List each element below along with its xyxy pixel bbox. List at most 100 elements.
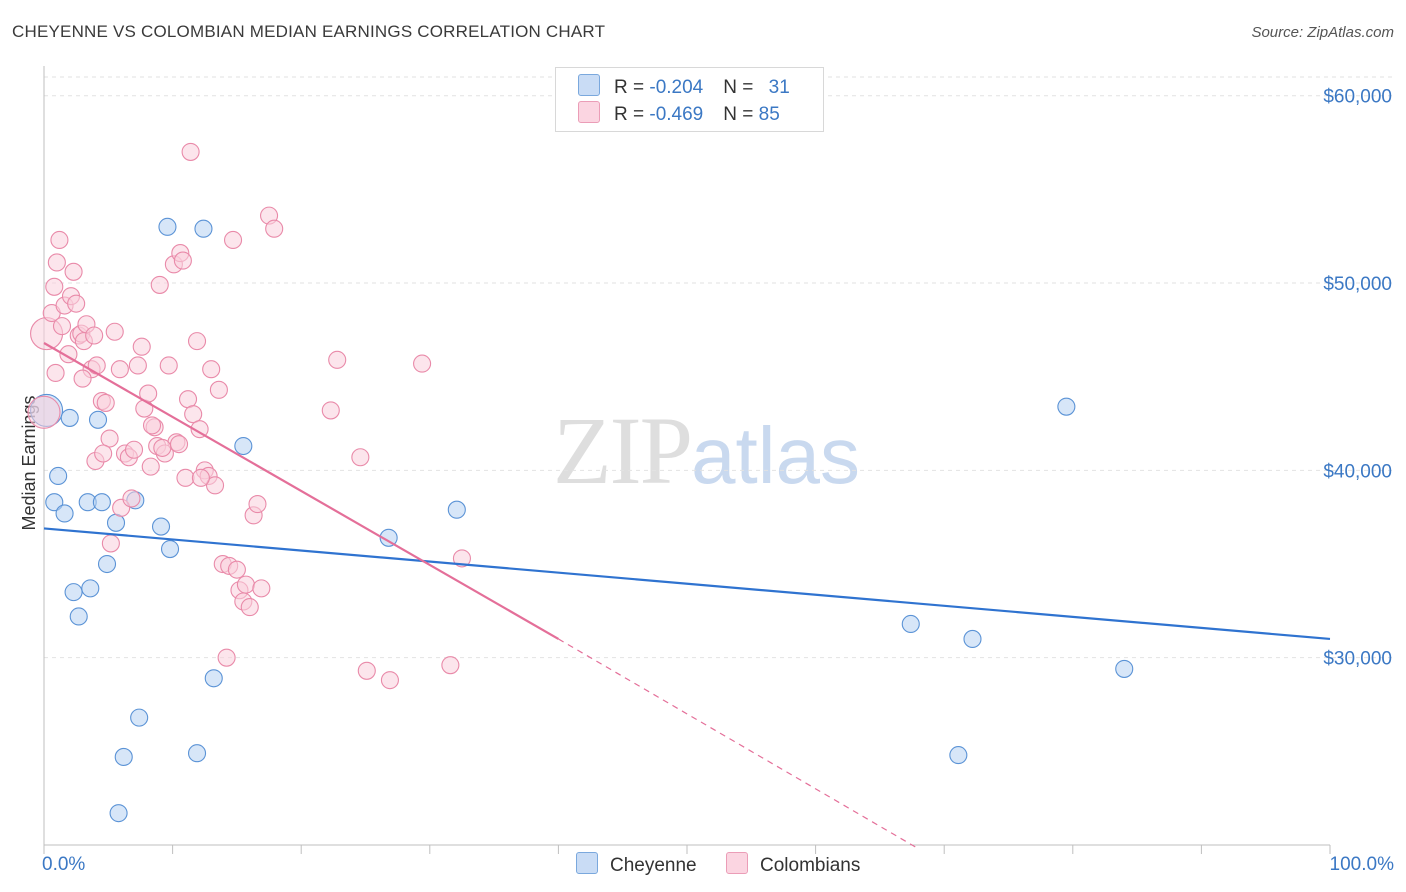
legend-r-value: -0.469 bbox=[649, 104, 703, 125]
colombian-point bbox=[48, 254, 65, 271]
cheyenne-point bbox=[93, 494, 110, 511]
bottom-legend-label: Cheyenne bbox=[610, 855, 697, 876]
cheyenne-point bbox=[902, 615, 919, 632]
legend-r-label: R = bbox=[614, 104, 649, 125]
colombian-point bbox=[65, 263, 82, 280]
cheyenne-point bbox=[189, 745, 206, 762]
colombian-point bbox=[95, 445, 112, 462]
cheyenne-point bbox=[115, 748, 132, 765]
colombian-point bbox=[218, 649, 235, 666]
colombian-point bbox=[266, 220, 283, 237]
y-tick-label: $30,000 bbox=[1323, 649, 1392, 670]
cheyenne-point bbox=[159, 218, 176, 235]
legend-swatch-colombians bbox=[578, 101, 600, 123]
cheyenne-point bbox=[131, 709, 148, 726]
cheyenne-point bbox=[50, 467, 67, 484]
y-tick-label: $40,000 bbox=[1323, 461, 1392, 482]
cheyenne-point bbox=[162, 541, 179, 558]
colombian-point bbox=[136, 400, 153, 417]
colombian-point bbox=[225, 231, 242, 248]
colombian-point bbox=[189, 333, 206, 350]
cheyenne-point bbox=[950, 747, 967, 764]
legend-r-label: R = bbox=[614, 77, 649, 98]
x-tick-label: 100.0% bbox=[1330, 854, 1395, 875]
colombian-point bbox=[68, 295, 85, 312]
bottom-legend-swatch-cheyenne bbox=[576, 852, 598, 874]
colombian-point bbox=[228, 561, 245, 578]
colombian-point bbox=[358, 662, 375, 679]
colombian-point bbox=[51, 231, 68, 248]
cheyenne-point bbox=[1058, 398, 1075, 415]
colombian-point bbox=[352, 449, 369, 466]
cheyenne-point bbox=[1116, 660, 1133, 677]
bottom-legend-label: Colombians bbox=[760, 855, 860, 876]
cheyenne-point bbox=[70, 608, 87, 625]
colombian-point bbox=[97, 394, 114, 411]
scatter-plot: $30,000$40,000$50,000$60,0000.0% 100.0%Me… bbox=[0, 0, 1406, 892]
x-tick-label: 0.0% bbox=[42, 854, 85, 875]
colombian-point bbox=[144, 417, 161, 434]
colombian-point bbox=[86, 327, 103, 344]
colombian-point bbox=[329, 351, 346, 368]
cheyenne-point bbox=[153, 518, 170, 535]
cheyenne-point bbox=[205, 670, 222, 687]
colombian-point bbox=[414, 355, 431, 372]
colombian-point bbox=[203, 361, 220, 378]
cheyenne-point bbox=[82, 580, 99, 597]
colombian-point bbox=[322, 402, 339, 419]
colombian-point bbox=[182, 143, 199, 160]
colombian-point bbox=[381, 672, 398, 689]
cheyenne-point bbox=[235, 438, 252, 455]
colombian-point bbox=[88, 357, 105, 374]
cheyenne-point bbox=[56, 505, 73, 522]
legend-row-colombians: R = -0.469 N = 85 bbox=[578, 101, 780, 127]
cheyenne-point bbox=[99, 556, 116, 573]
colombian-point bbox=[174, 252, 191, 269]
colombian-point bbox=[237, 576, 254, 593]
legend-n-label: N = bbox=[723, 77, 758, 98]
bottom-legend-cheyenne: Cheyenne bbox=[576, 852, 697, 877]
colombian-point bbox=[123, 490, 140, 507]
colombian-point bbox=[142, 458, 159, 475]
cheyenne-point bbox=[65, 584, 82, 601]
colombian-point bbox=[54, 318, 71, 335]
colombian-point bbox=[210, 381, 227, 398]
cheyenne-point bbox=[108, 514, 125, 531]
colombian-point bbox=[253, 580, 270, 597]
colombian-point bbox=[151, 276, 168, 293]
colombian-point bbox=[106, 323, 123, 340]
colombian-point bbox=[192, 469, 209, 486]
cheyenne-point bbox=[61, 409, 78, 426]
y-tick-label: $50,000 bbox=[1323, 274, 1392, 295]
cheyenne-point bbox=[90, 411, 107, 428]
legend-n-value: 31 bbox=[769, 77, 790, 98]
colombian-point bbox=[160, 357, 177, 374]
stats-legend: R = -0.204 N = 31 R = -0.469 N = 85 bbox=[555, 67, 824, 132]
cheyenne-point bbox=[964, 630, 981, 647]
cheyenne-point bbox=[110, 805, 127, 822]
colombian-point bbox=[111, 361, 128, 378]
colombian-point bbox=[126, 441, 143, 458]
colombian-trend-line bbox=[44, 343, 558, 639]
cheyenne-point bbox=[195, 220, 212, 237]
colombian-point bbox=[133, 338, 150, 355]
colombian-point bbox=[28, 396, 60, 428]
colombian-point bbox=[241, 599, 258, 616]
colombian-trend-extension bbox=[558, 639, 918, 849]
bottom-legend-colombians: Colombians bbox=[726, 852, 860, 877]
y-tick-label: $60,000 bbox=[1323, 87, 1392, 108]
colombian-point bbox=[154, 439, 171, 456]
colombian-point bbox=[102, 535, 119, 552]
legend-n-label: N = bbox=[723, 104, 758, 125]
colombian-point bbox=[442, 657, 459, 674]
cheyenne-point bbox=[448, 501, 465, 518]
colombian-point bbox=[47, 364, 64, 381]
colombian-point bbox=[171, 436, 188, 453]
colombian-point bbox=[129, 357, 146, 374]
legend-row-cheyenne: R = -0.204 N = 31 bbox=[578, 74, 790, 100]
legend-swatch-cheyenne bbox=[578, 74, 600, 96]
colombian-point bbox=[249, 496, 266, 513]
colombian-point bbox=[46, 278, 63, 295]
colombian-point bbox=[177, 469, 194, 486]
legend-n-value: 85 bbox=[759, 104, 780, 125]
